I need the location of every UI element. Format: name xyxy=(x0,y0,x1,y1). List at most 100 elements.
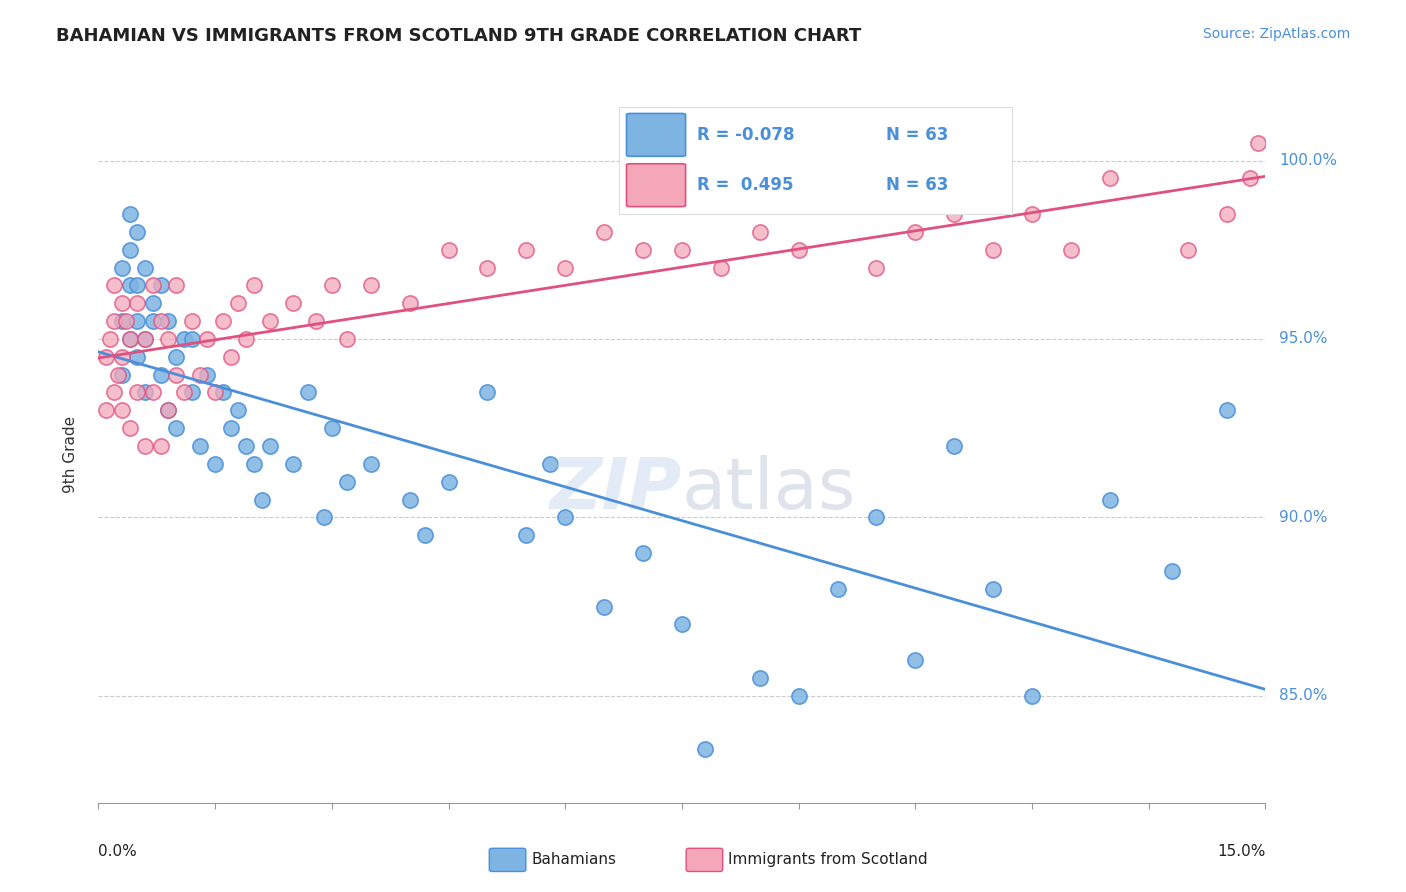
Point xyxy=(118,278,141,293)
Point xyxy=(157,403,180,417)
Point xyxy=(188,368,211,382)
Point xyxy=(1021,207,1043,221)
Text: R = -0.078: R = -0.078 xyxy=(697,126,794,144)
Point xyxy=(437,243,460,257)
Point xyxy=(98,332,121,346)
Point xyxy=(305,314,328,328)
Point xyxy=(188,439,211,453)
Point xyxy=(235,332,257,346)
Text: R =  0.495: R = 0.495 xyxy=(697,177,794,194)
Point xyxy=(165,421,187,435)
Point xyxy=(554,510,576,524)
Point xyxy=(671,617,693,632)
Point xyxy=(134,332,156,346)
Point xyxy=(111,296,134,310)
Point xyxy=(243,278,266,293)
Point xyxy=(219,350,242,364)
Y-axis label: 9th Grade: 9th Grade xyxy=(63,417,77,493)
Text: N = 63: N = 63 xyxy=(886,177,949,194)
Point xyxy=(437,475,460,489)
Point xyxy=(219,421,242,435)
Point xyxy=(180,385,202,400)
Point xyxy=(142,314,165,328)
Point xyxy=(142,296,165,310)
Point xyxy=(943,207,966,221)
Point xyxy=(515,528,537,542)
Point xyxy=(173,385,195,400)
Text: Source: ZipAtlas.com: Source: ZipAtlas.com xyxy=(1202,27,1350,41)
Point xyxy=(904,653,927,667)
Point xyxy=(103,385,125,400)
Text: 0.0%: 0.0% xyxy=(98,845,138,859)
Point xyxy=(360,278,382,293)
Text: Immigrants from Scotland: Immigrants from Scotland xyxy=(728,853,928,867)
Point xyxy=(1215,207,1237,221)
Point xyxy=(134,332,156,346)
Text: 90.0%: 90.0% xyxy=(1279,510,1327,524)
Point xyxy=(96,403,118,417)
Text: 15.0%: 15.0% xyxy=(1218,845,1265,859)
Point xyxy=(1177,243,1199,257)
Point xyxy=(865,260,887,275)
Point xyxy=(142,278,165,293)
Point xyxy=(748,671,770,685)
Point xyxy=(1215,403,1237,417)
Point xyxy=(631,243,654,257)
Text: 95.0%: 95.0% xyxy=(1279,332,1327,346)
Point xyxy=(1161,564,1184,578)
Point xyxy=(165,368,187,382)
Point xyxy=(127,314,149,328)
Point xyxy=(149,278,172,293)
Point xyxy=(118,332,141,346)
Point xyxy=(118,332,141,346)
Point xyxy=(149,368,172,382)
Point xyxy=(157,332,180,346)
Point xyxy=(943,439,966,453)
Point xyxy=(477,260,499,275)
Point xyxy=(710,260,733,275)
Point xyxy=(243,457,266,471)
FancyBboxPatch shape xyxy=(627,113,686,156)
Point xyxy=(118,421,141,435)
Point xyxy=(1239,171,1261,186)
Point xyxy=(695,742,717,756)
Point xyxy=(787,243,810,257)
Point xyxy=(1060,243,1083,257)
Point xyxy=(787,689,810,703)
Point xyxy=(127,350,149,364)
Point xyxy=(127,225,149,239)
Point xyxy=(336,475,359,489)
Point xyxy=(1098,171,1121,186)
Point xyxy=(554,260,576,275)
Point xyxy=(360,457,382,471)
Point xyxy=(297,385,319,400)
Point xyxy=(204,385,226,400)
Point xyxy=(149,439,172,453)
Text: ZIP: ZIP xyxy=(550,455,682,524)
Point xyxy=(127,385,149,400)
Point xyxy=(228,403,250,417)
Point xyxy=(195,368,218,382)
Point xyxy=(515,243,537,257)
Text: 100.0%: 100.0% xyxy=(1279,153,1337,168)
Text: BAHAMIAN VS IMMIGRANTS FROM SCOTLAND 9TH GRADE CORRELATION CHART: BAHAMIAN VS IMMIGRANTS FROM SCOTLAND 9TH… xyxy=(56,27,862,45)
Point xyxy=(671,243,693,257)
Point xyxy=(134,260,156,275)
Point xyxy=(157,314,180,328)
Point xyxy=(748,225,770,239)
Point xyxy=(336,332,359,346)
Point xyxy=(1021,689,1043,703)
Point xyxy=(398,296,420,310)
Point xyxy=(103,278,125,293)
Point xyxy=(413,528,436,542)
Text: 85.0%: 85.0% xyxy=(1279,689,1327,703)
Point xyxy=(281,296,304,310)
Point xyxy=(111,368,134,382)
Point xyxy=(235,439,257,453)
Text: atlas: atlas xyxy=(682,455,856,524)
Point xyxy=(103,314,125,328)
Point xyxy=(149,314,172,328)
Point xyxy=(865,510,887,524)
Text: N = 63: N = 63 xyxy=(886,126,949,144)
Point xyxy=(281,457,304,471)
